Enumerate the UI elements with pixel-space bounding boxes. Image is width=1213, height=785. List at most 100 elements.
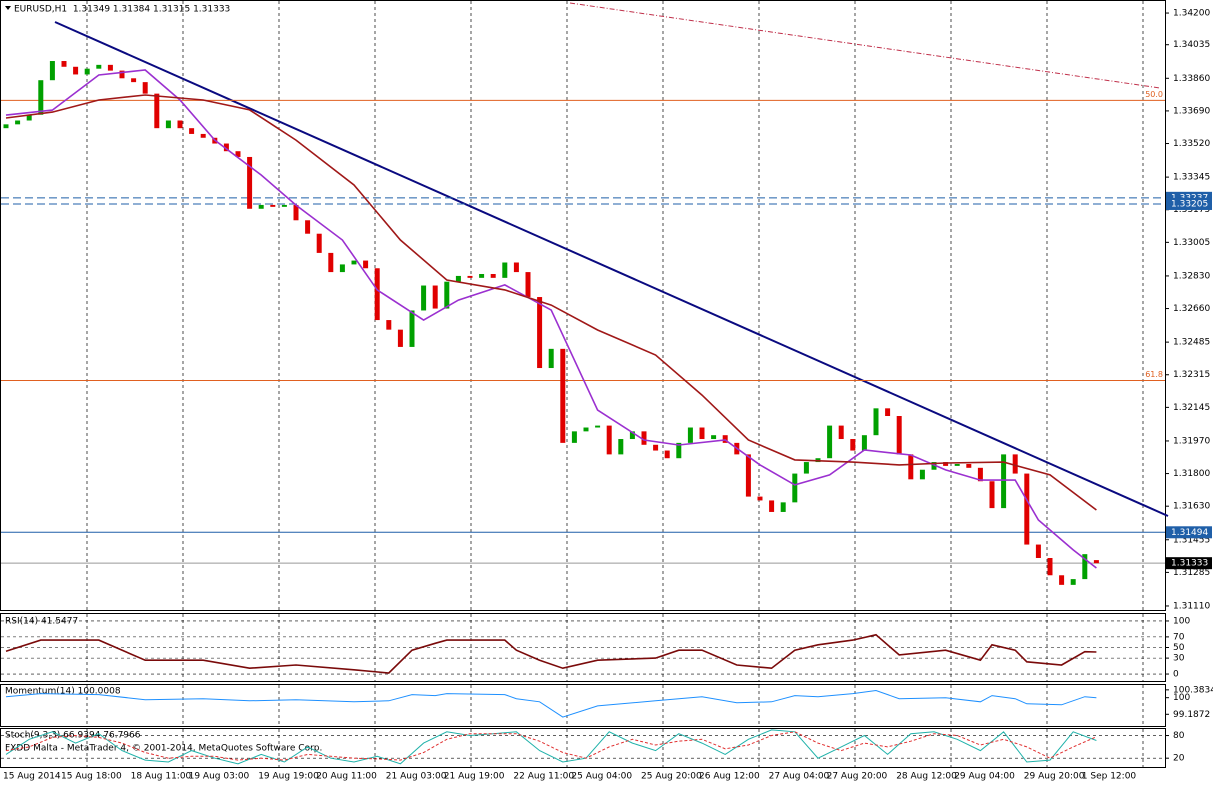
x-tick-label: 27 Aug 20:00	[827, 772, 888, 782]
candle	[502, 262, 508, 278]
x-tick-label: 29 Aug 04:00	[954, 772, 1015, 782]
price-box	[1166, 197, 1212, 210]
candle	[235, 151, 241, 157]
candle	[757, 496, 763, 501]
candle	[363, 260, 369, 269]
candle	[977, 467, 983, 482]
x-tick-label: 29 Aug 20:00	[1024, 772, 1085, 782]
candle	[258, 204, 264, 209]
stoch-line	[5, 729, 1097, 765]
candle	[653, 444, 659, 451]
copyright: FXDD Malta - MetaTrader 4, © 2001-2014, …	[5, 744, 322, 754]
x-tick-label: 22 Aug 11:00	[513, 772, 574, 782]
fib-label: 50.0	[1145, 90, 1163, 99]
moving-average	[5, 69, 1097, 569]
y-tick-label: 1.33175	[1173, 205, 1210, 215]
candle	[676, 442, 682, 459]
x-tick-label: 20 Aug 11:00	[316, 772, 377, 782]
candle	[247, 156, 253, 209]
candle	[792, 473, 798, 503]
main-frame	[0, 0, 1166, 611]
x-tick-label: 18 Aug 11:00	[131, 772, 192, 782]
fib-label: 61.8	[1145, 370, 1163, 379]
y-tick-label: 1.31970	[1173, 436, 1210, 446]
candle	[827, 425, 833, 459]
candle	[850, 439, 856, 451]
candle	[838, 425, 844, 440]
y-tick-label: 99.1872	[1173, 710, 1210, 720]
candle	[861, 435, 867, 451]
candle	[119, 70, 125, 79]
candle	[769, 500, 775, 512]
y-tick-label: 1.32485	[1173, 338, 1210, 348]
candle	[931, 462, 937, 470]
y-tick-label: 50	[1173, 643, 1185, 653]
candle	[165, 120, 171, 129]
candle	[513, 262, 519, 273]
x-tick-label: 15 Aug 2014	[3, 772, 61, 782]
candle	[479, 274, 485, 278]
candle	[26, 114, 32, 121]
candle	[525, 272, 531, 298]
candle	[1093, 560, 1099, 564]
candle	[15, 120, 21, 125]
candle	[1082, 554, 1088, 580]
candle	[966, 463, 972, 468]
candle	[699, 427, 705, 440]
x-tick-label: 21 Aug 19:00	[444, 772, 505, 782]
y-tick-label: 1.31800	[1173, 469, 1210, 479]
y-tick-label: 70	[1173, 632, 1185, 642]
price-box-label: 1.31333	[1171, 559, 1208, 569]
candle	[96, 64, 102, 69]
x-tick-label: 26 Aug 12:00	[699, 772, 760, 782]
y-tick-label: 0	[1173, 670, 1179, 680]
momentum-frame	[0, 684, 1166, 727]
candle	[293, 204, 299, 221]
y-tick-label: 80	[1173, 731, 1185, 741]
candle	[687, 427, 693, 443]
momentum-title: Momentum(14) 100.0008	[5, 687, 121, 697]
candle	[189, 128, 195, 134]
candle	[1024, 473, 1030, 545]
moving-average	[5, 94, 1097, 511]
candle	[908, 454, 914, 480]
candle	[1059, 575, 1065, 585]
candle	[200, 133, 206, 138]
candle	[270, 204, 276, 207]
y-tick-label: 100	[1173, 616, 1190, 626]
candle	[61, 61, 67, 67]
trend-line	[54, 21, 1169, 517]
price-box	[1166, 557, 1212, 570]
candle	[1001, 454, 1007, 509]
candle	[386, 320, 392, 330]
candle	[583, 427, 589, 432]
candle	[606, 425, 612, 455]
candle	[1070, 579, 1076, 585]
y-tick-label: 1.31630	[1173, 502, 1210, 512]
candle	[397, 329, 403, 347]
x-tick-label: 19 Aug 19:00	[258, 772, 319, 782]
x-tick-label: 1 Sep 12:00	[1082, 772, 1137, 782]
y-tick-label: 1.33520	[1173, 139, 1210, 149]
candle	[943, 462, 949, 466]
symbol-menu-icon[interactable]	[5, 6, 11, 10]
candle	[548, 348, 554, 369]
x-tick-label: 21 Aug 03:00	[386, 772, 447, 782]
y-tick-label: 1.33690	[1173, 106, 1210, 116]
indicator-line	[5, 689, 1097, 718]
y-tick-label: 20	[1173, 754, 1185, 764]
candle	[896, 416, 902, 455]
price-box-label: 1.31494	[1171, 528, 1208, 538]
candle	[49, 61, 55, 81]
indicator-line	[5, 633, 1097, 674]
candle	[421, 285, 427, 311]
y-tick-label: 1.34200	[1173, 9, 1210, 19]
candle	[351, 260, 357, 265]
y-tick-label: 1.32660	[1173, 304, 1210, 314]
candle	[664, 450, 670, 459]
stoch-line	[5, 731, 1097, 761]
y-tick-label: 100.3834	[1173, 685, 1213, 695]
x-tick-label: 25 Aug 20:00	[641, 772, 702, 782]
price-box	[1166, 526, 1212, 539]
